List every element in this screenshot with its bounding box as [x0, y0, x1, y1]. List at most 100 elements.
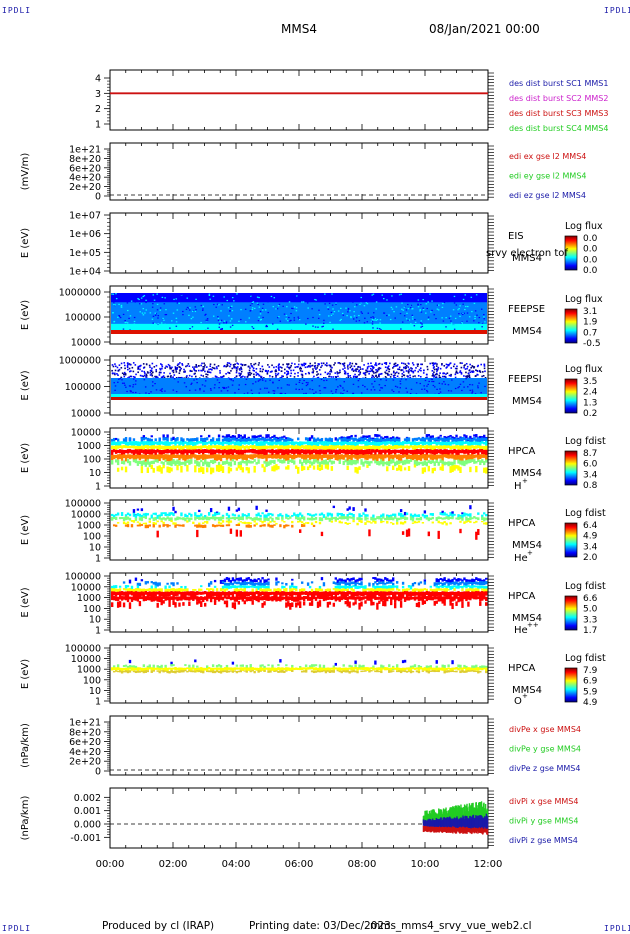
hpca-cell: [348, 585, 351, 589]
hpca-cell: [437, 436, 440, 441]
hpca-cell: [334, 516, 337, 521]
feepse-speckle: [372, 316, 374, 318]
hpca-cell: [283, 596, 286, 600]
feepsi-speckle: [118, 364, 121, 366]
feepsi-speckle: [209, 371, 212, 374]
hpca-cell: [144, 445, 148, 449]
hpca-cell: [411, 438, 415, 442]
hpca-cell: [483, 522, 486, 525]
feepse-speckle: [405, 294, 407, 297]
hpca-cell: [136, 513, 140, 517]
hpca-cell: [306, 466, 310, 471]
hpca-cell: [259, 585, 262, 590]
feepsi-speckle: [229, 363, 232, 366]
feepsi-red-band: [111, 397, 487, 400]
feepse-speckle: [378, 328, 381, 330]
hpca-cell: [354, 579, 357, 583]
y-tick-label: 1: [95, 482, 101, 493]
feepsi-speckle: [185, 365, 187, 368]
feepsi-speckle: [414, 375, 416, 377]
hpca-cell: [293, 596, 296, 602]
feepsi-speckle: [450, 367, 453, 369]
hpca-cell: [399, 516, 403, 520]
hpca-cell: [392, 449, 395, 454]
hpca-cell: [297, 466, 300, 474]
hpca-cell: [225, 512, 229, 516]
hpca-cell: [366, 588, 369, 591]
hpca-cell: [326, 461, 330, 466]
colorbar: [564, 235, 578, 271]
hpca-cell: [138, 524, 142, 527]
hpca-cell: [146, 513, 149, 516]
hpca-cell: [395, 438, 399, 442]
feepse-speckle: [241, 326, 244, 328]
feepse-speckle: [133, 320, 136, 323]
hpca-cell: [251, 596, 254, 600]
hpca-cell: [259, 588, 262, 592]
hpca-cell: [229, 436, 233, 439]
hpca-cell: [180, 512, 183, 517]
feepse-speckle: [356, 304, 358, 306]
feepsi-speckle: [455, 371, 458, 374]
hpca-cell: [223, 582, 227, 586]
hpca-cell: [247, 445, 250, 451]
colorbar-tick-label: 4.9: [583, 532, 598, 542]
feepsi-speckle: [192, 366, 194, 368]
y-tick-label: 1000: [77, 593, 101, 604]
hpca-cell: [140, 441, 144, 445]
feepsi-speckle: [254, 362, 257, 365]
hpca-cell: [455, 445, 458, 449]
hpca-cell: [188, 517, 191, 522]
feepsi-speckle: [445, 363, 448, 366]
hpca-cell: [372, 449, 375, 453]
hpca-cell: [122, 438, 126, 444]
hpca-cell: [160, 449, 163, 455]
hpca-cell: [235, 596, 239, 602]
hpca-cell: [237, 588, 241, 592]
hpca-cell: [180, 441, 183, 445]
hpca-cell: [285, 441, 288, 446]
hpca-cell: [350, 581, 353, 585]
feepsi-speckle: [183, 368, 185, 371]
hpca-cell: [263, 524, 266, 527]
feepsi-speckle: [240, 370, 243, 373]
y-tick-label: 1: [95, 626, 101, 637]
hpca-cell: [397, 517, 401, 521]
hpca-cell: [211, 588, 215, 592]
hpca-cell: [310, 454, 314, 459]
feepse-speckle: [403, 315, 406, 317]
hpca-cell: [120, 596, 124, 601]
hpca-cell: [425, 454, 429, 461]
feepse-speckle: [470, 296, 473, 298]
hpca-cell: [376, 596, 379, 600]
feepsi-speckle: [324, 387, 327, 389]
feepsi-speckle: [252, 367, 255, 370]
feepsi-speckle: [188, 389, 191, 392]
feepsi-speckle: [280, 370, 283, 372]
feepsi-speckle: [240, 368, 243, 371]
hpca-cell: [340, 585, 343, 589]
hpca-cell: [483, 461, 486, 466]
feepse-speckle: [366, 321, 369, 323]
feepsi-speckle: [120, 362, 123, 365]
feepsi-speckle: [158, 371, 161, 374]
hpca-cell: [338, 441, 341, 445]
hpca-cell: [182, 602, 185, 606]
feepse-speckle: [234, 297, 236, 299]
feepsi-speckle: [244, 363, 247, 366]
feepsi-speckle: [202, 375, 205, 377]
feepsi-speckle: [313, 392, 315, 395]
hpca-cell: [271, 436, 274, 438]
y-axis-label: (mV/m): [20, 153, 31, 191]
hpca-cell: [360, 591, 363, 597]
hpca-cell: [366, 435, 369, 439]
feepsi-speckle: [114, 369, 117, 372]
feepsi-speckle: [179, 366, 181, 369]
hpca-cell: [455, 434, 458, 438]
feepsi-speckle: [230, 370, 232, 372]
hpca-cell: [267, 581, 270, 586]
feepsi-speckle: [153, 366, 156, 368]
corner-label-bottom-left: IPDLI: [2, 924, 32, 933]
feepsi-speckle: [119, 378, 121, 380]
hpca-cell: [304, 437, 308, 441]
